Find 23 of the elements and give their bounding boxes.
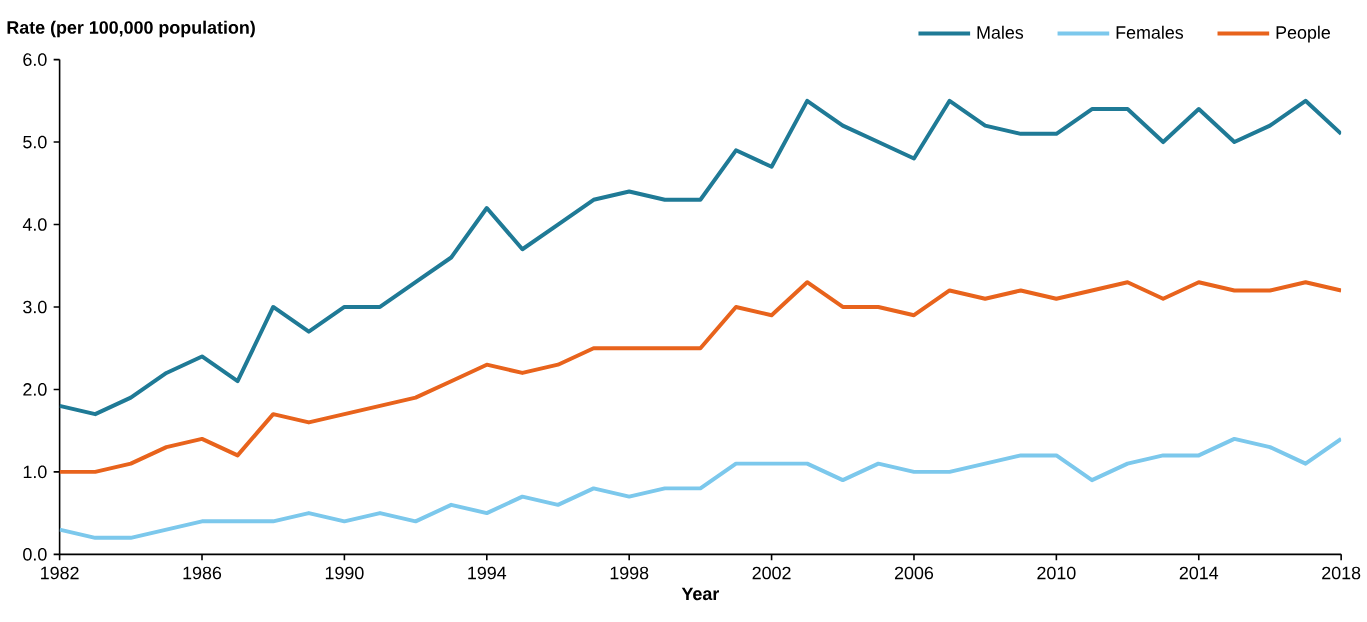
y-tick-label: 2.0 [23,383,47,396]
x-tick-label: 1990 [325,566,364,580]
y-tick-label: 3.0 [23,300,47,314]
y-tick-label: 6.0 [23,53,47,66]
line-series [59,98,1342,417]
x-tick-label: 2014 [1179,566,1219,580]
x-tick-label: 1986 [183,566,222,580]
y-axis-title: Rate (per 100,000 population) [7,20,255,38]
legend-label: Females [1116,25,1184,39]
legend-label: People [1276,25,1331,43]
y-tick-label: 1.0 [23,465,47,479]
x-axis-title: Year [681,587,720,601]
y-tick-label: 4.0 [22,218,47,231]
legend-label: Males [977,25,1024,39]
x-tick-label: 1998 [610,566,649,580]
y-tick-label: 0.0 [23,548,47,561]
x-tick-label: 2006 [894,566,934,580]
x-tick-label: 1994 [468,566,507,580]
x-tick-label: 1982 [41,566,79,580]
x-tick-label: 2018 [1322,566,1361,580]
x-tick-label: 2002 [752,566,791,580]
x-tick-label: 2010 [1037,566,1076,580]
y-tick-label: 5.0 [23,135,47,149]
